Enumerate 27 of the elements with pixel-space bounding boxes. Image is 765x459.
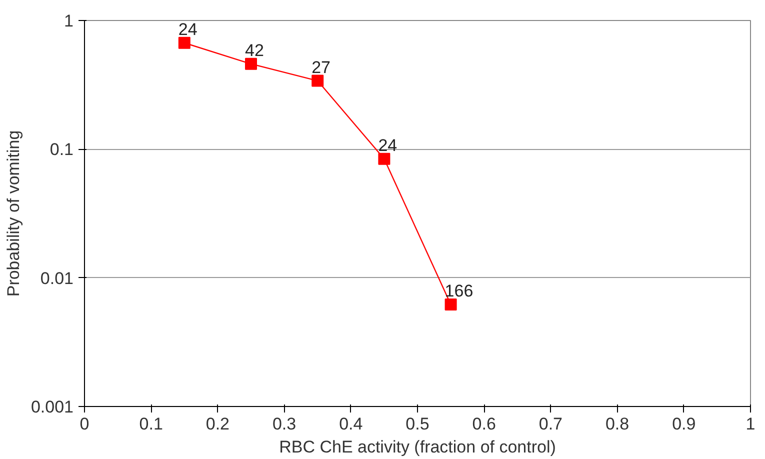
y-tick-label: 1	[64, 12, 74, 30]
point	[378, 152, 390, 165]
x-tick-label: 0.2	[206, 414, 230, 434]
y-tick-label: 0.001	[30, 398, 74, 416]
y-tick-label: 0.01	[40, 268, 74, 288]
x-tick-label: 0.5	[406, 414, 430, 434]
point	[444, 298, 457, 311]
x-axis-title: RBC ChE activity (fraction of control)	[279, 438, 556, 456]
annotation: 27	[312, 58, 331, 77]
point	[312, 74, 324, 87]
x-tick-label: 0.7	[538, 414, 563, 434]
x-tick-label: 0.3	[272, 414, 296, 434]
x-tick-label: 0.1	[139, 414, 163, 434]
y-tick-label: 0.1	[50, 140, 74, 160]
annotation: 24	[378, 136, 398, 155]
x-tick-label: 1	[746, 414, 756, 434]
annotation: 42	[245, 40, 264, 60]
x-tick-label: 0	[80, 414, 90, 434]
annotation: 166	[444, 282, 474, 301]
x-tick-label: 0.6	[472, 414, 496, 434]
x-tick-label: 0.8	[605, 414, 630, 434]
annotation: 24	[178, 20, 198, 39]
point	[178, 36, 190, 49]
point	[245, 58, 257, 70]
x-tick-label: 0.4	[339, 414, 363, 434]
y-axis-title: Probability of vomiting	[4, 130, 23, 297]
x-tick-label: 0.9	[672, 414, 696, 434]
